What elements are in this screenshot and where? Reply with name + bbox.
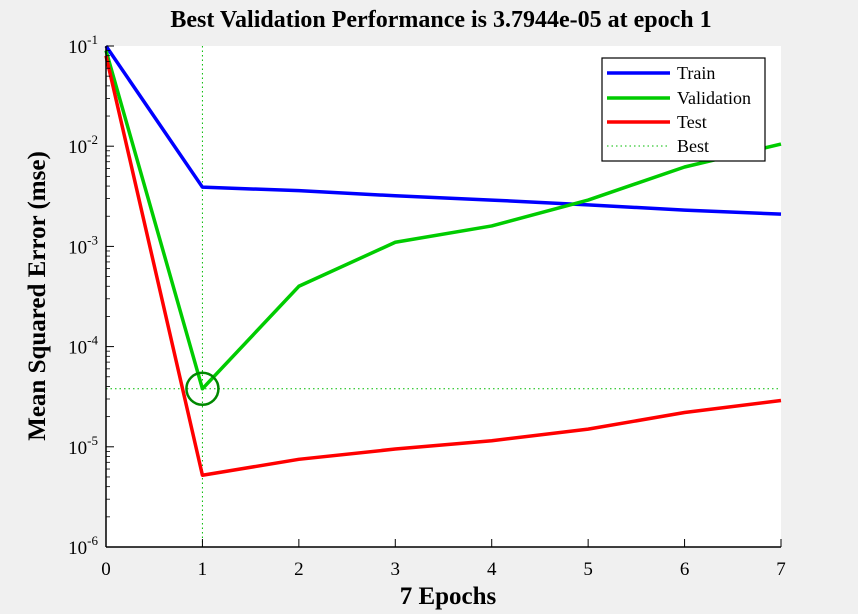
x-tick-label: 2 (294, 559, 304, 580)
x-tick-label: 0 (101, 559, 111, 580)
x-tick-label: 5 (583, 559, 593, 580)
legend-label-test: Test (677, 112, 707, 132)
y-tick-label: 10-1 (68, 32, 98, 58)
y-tick-label: 10-4 (68, 333, 98, 359)
legend-box (601, 57, 766, 162)
legend-label-best: Best (677, 136, 709, 156)
x-tick-label: 4 (487, 559, 497, 580)
x-axis-label: 7 Epochs (400, 583, 497, 610)
x-tick-label: 1 (198, 559, 208, 580)
series-train (104, 45, 782, 216)
series-validation (104, 50, 782, 391)
series-test (104, 55, 782, 478)
series-line-train (104, 45, 782, 216)
legend-label-train: Train (677, 63, 715, 83)
series-layer (104, 45, 782, 478)
series-line-validation (104, 50, 782, 391)
chart-title: Best Validation Performance is 3.7944e-0… (170, 7, 711, 33)
y-tick-label: 10-5 (68, 433, 98, 459)
y-tick-label: 10-3 (68, 232, 98, 258)
x-tick-label: 3 (391, 559, 401, 580)
axes-layer (105, 45, 782, 548)
series-line-test (104, 55, 782, 478)
x-tick-labels: 0 1 2 3 4 5 6 7 (101, 559, 786, 580)
best-marker (185, 371, 220, 407)
x-tick-label: 6 (680, 559, 690, 580)
y-tick-label: 10-2 (68, 132, 98, 158)
legend-label-validation: Validation (677, 88, 751, 108)
y-tick-labels: 10-6 10-5 10-4 10-3 10-2 10-1 (68, 32, 98, 559)
legend: Train Validation Test Best (601, 57, 766, 162)
x-tick-label: 7 (776, 559, 786, 580)
y-tick-label: 10-6 (68, 533, 98, 559)
y-axis-label: Mean Squared Error (mse) (24, 151, 51, 441)
